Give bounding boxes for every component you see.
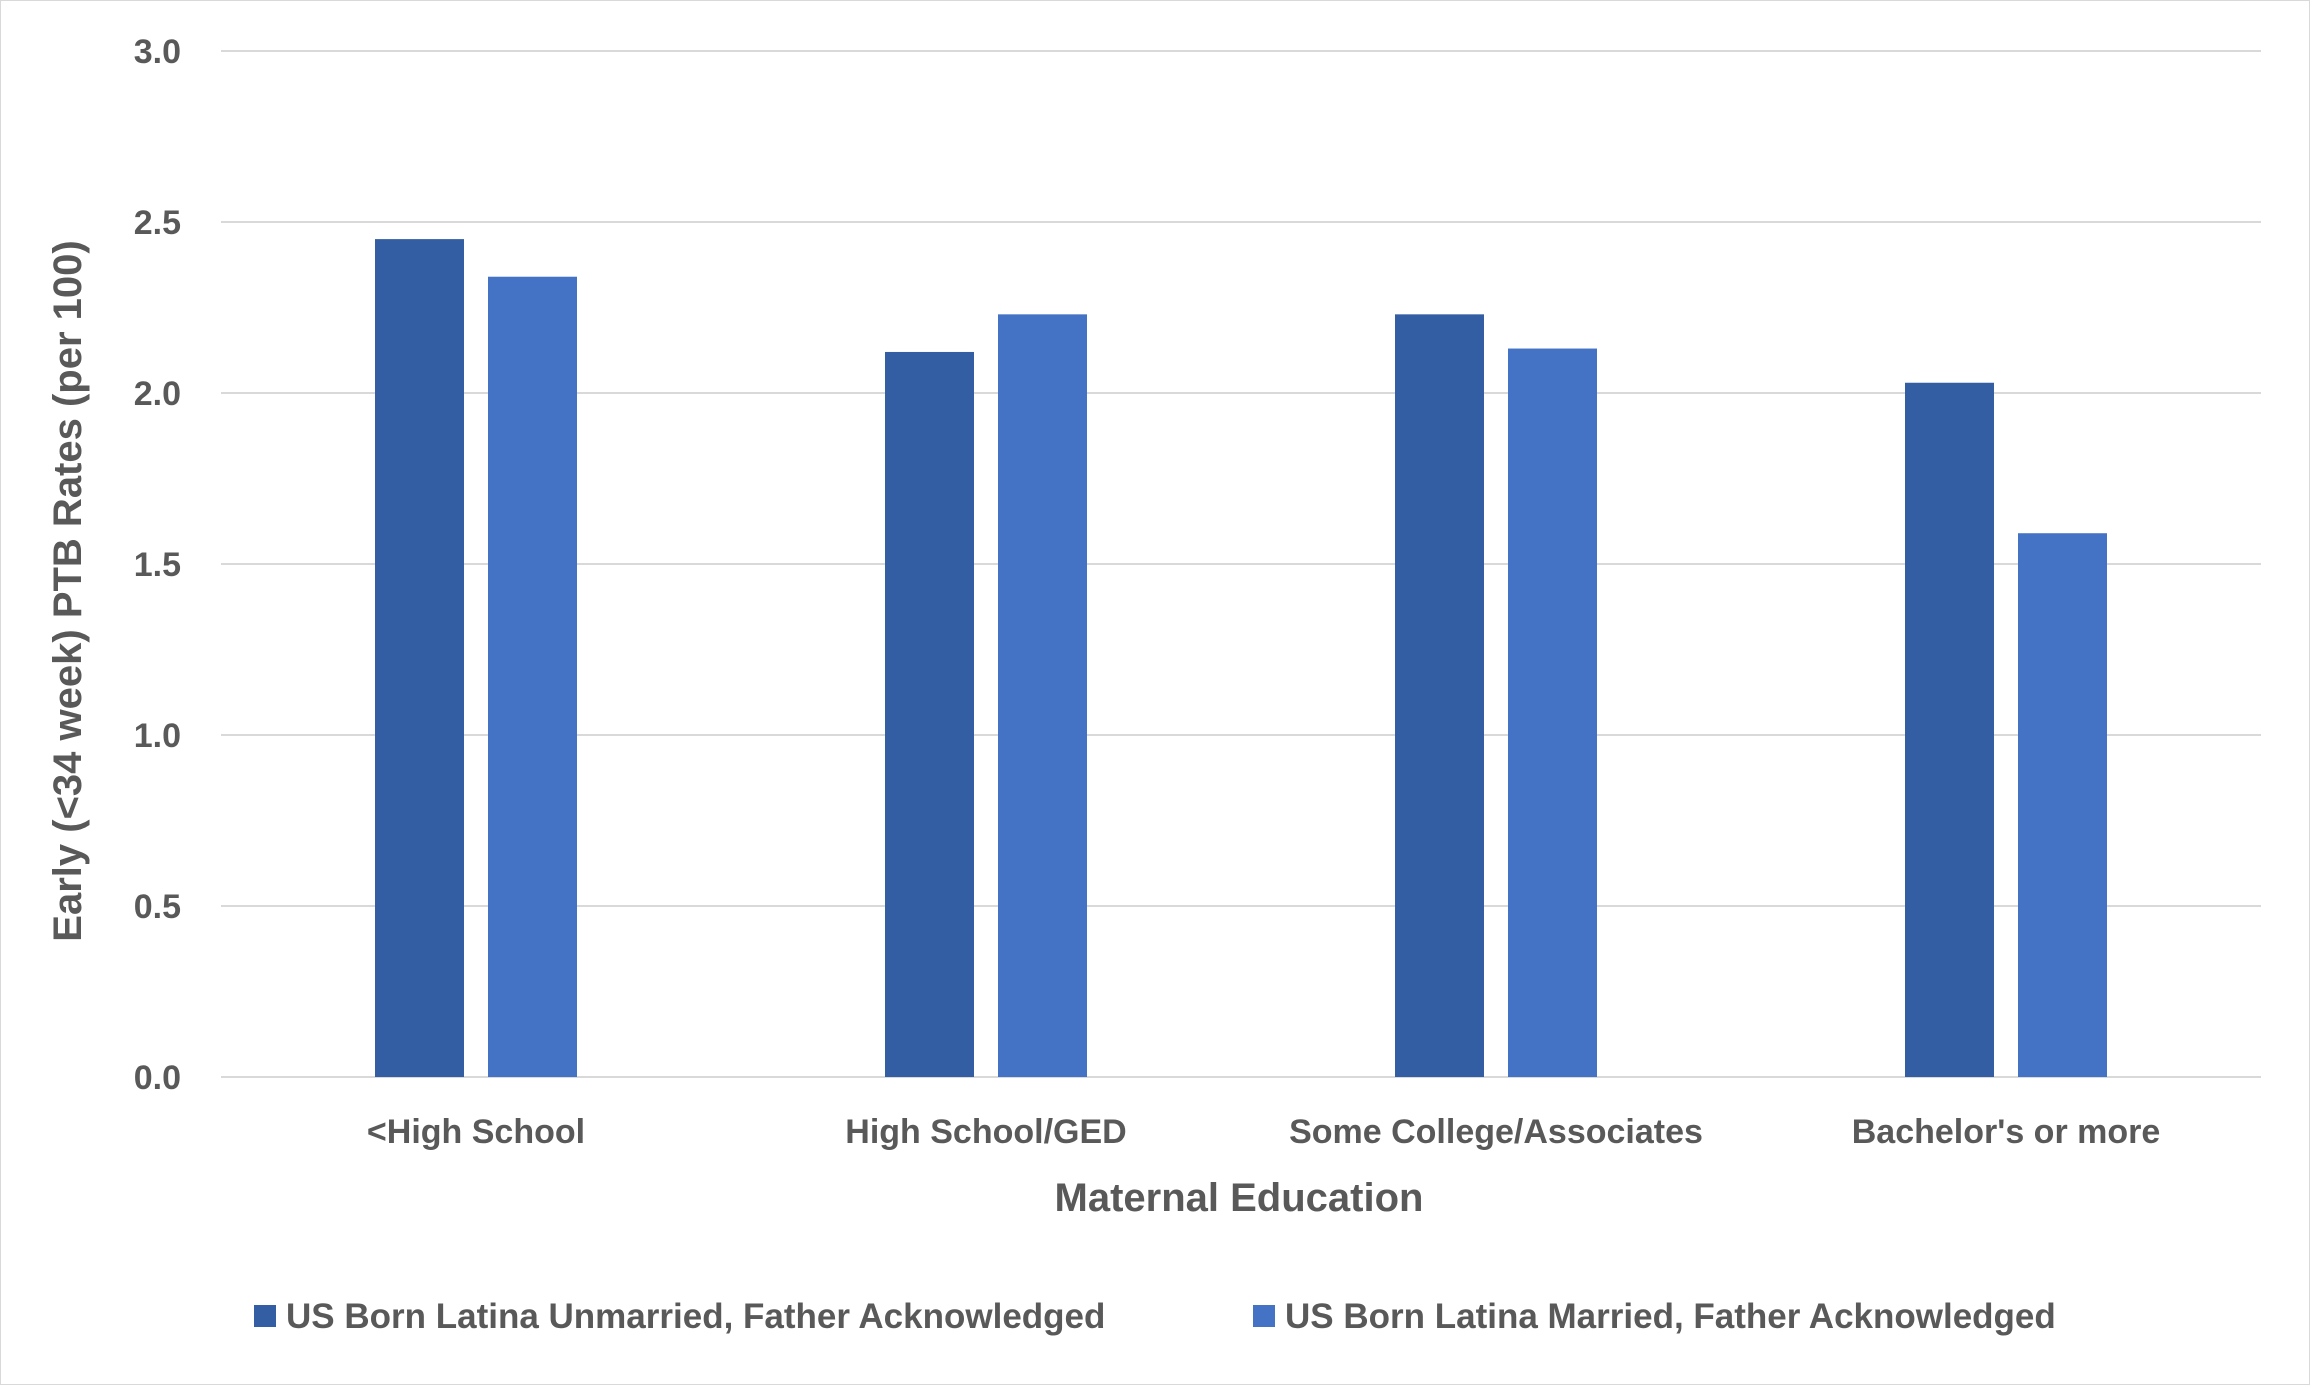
x-tick-label: Some College/Associates — [1289, 1113, 1703, 1151]
x-tick-label: Bachelor's or more — [1852, 1113, 2161, 1151]
y-axis-ticks: 0.0 0.5 1.0 1.5 2.0 2.5 3.0 — [134, 33, 181, 1097]
legend: US Born Latina Unmarried, Father Acknowl… — [254, 1297, 2056, 1336]
legend-swatch — [1253, 1305, 1275, 1327]
y-axis-title: Early (<34 week) PTB Rates (per 100) — [46, 240, 90, 941]
legend-swatch — [254, 1305, 276, 1327]
x-axis-ticks: <High School High School/GED Some College/… — [367, 1113, 2160, 1151]
bar — [1395, 314, 1484, 1078]
y-tick-label: 2.5 — [134, 204, 181, 242]
bar — [2018, 533, 2107, 1077]
y-tick-label: 0.0 — [134, 1059, 181, 1097]
bars — [375, 239, 2107, 1078]
legend-label: US Born Latina Married, Father Acknowled… — [1285, 1297, 2056, 1336]
y-tick-label: 3.0 — [134, 33, 181, 71]
x-axis-title: Maternal Education — [1055, 1176, 1424, 1220]
y-tick-label: 1.5 — [134, 546, 181, 584]
bar — [375, 239, 464, 1078]
x-tick-label: <High School — [367, 1113, 585, 1151]
bar — [1508, 348, 1597, 1077]
bar — [998, 314, 1087, 1078]
y-tick-label: 0.5 — [134, 888, 181, 926]
y-tick-label: 2.0 — [134, 375, 181, 413]
bar — [885, 351, 974, 1078]
legend-label: US Born Latina Unmarried, Father Acknowl… — [286, 1297, 1105, 1336]
bar — [488, 276, 577, 1078]
bar — [1905, 382, 1994, 1077]
x-tick-label: High School/GED — [845, 1113, 1126, 1151]
y-tick-label: 1.0 — [134, 717, 181, 755]
